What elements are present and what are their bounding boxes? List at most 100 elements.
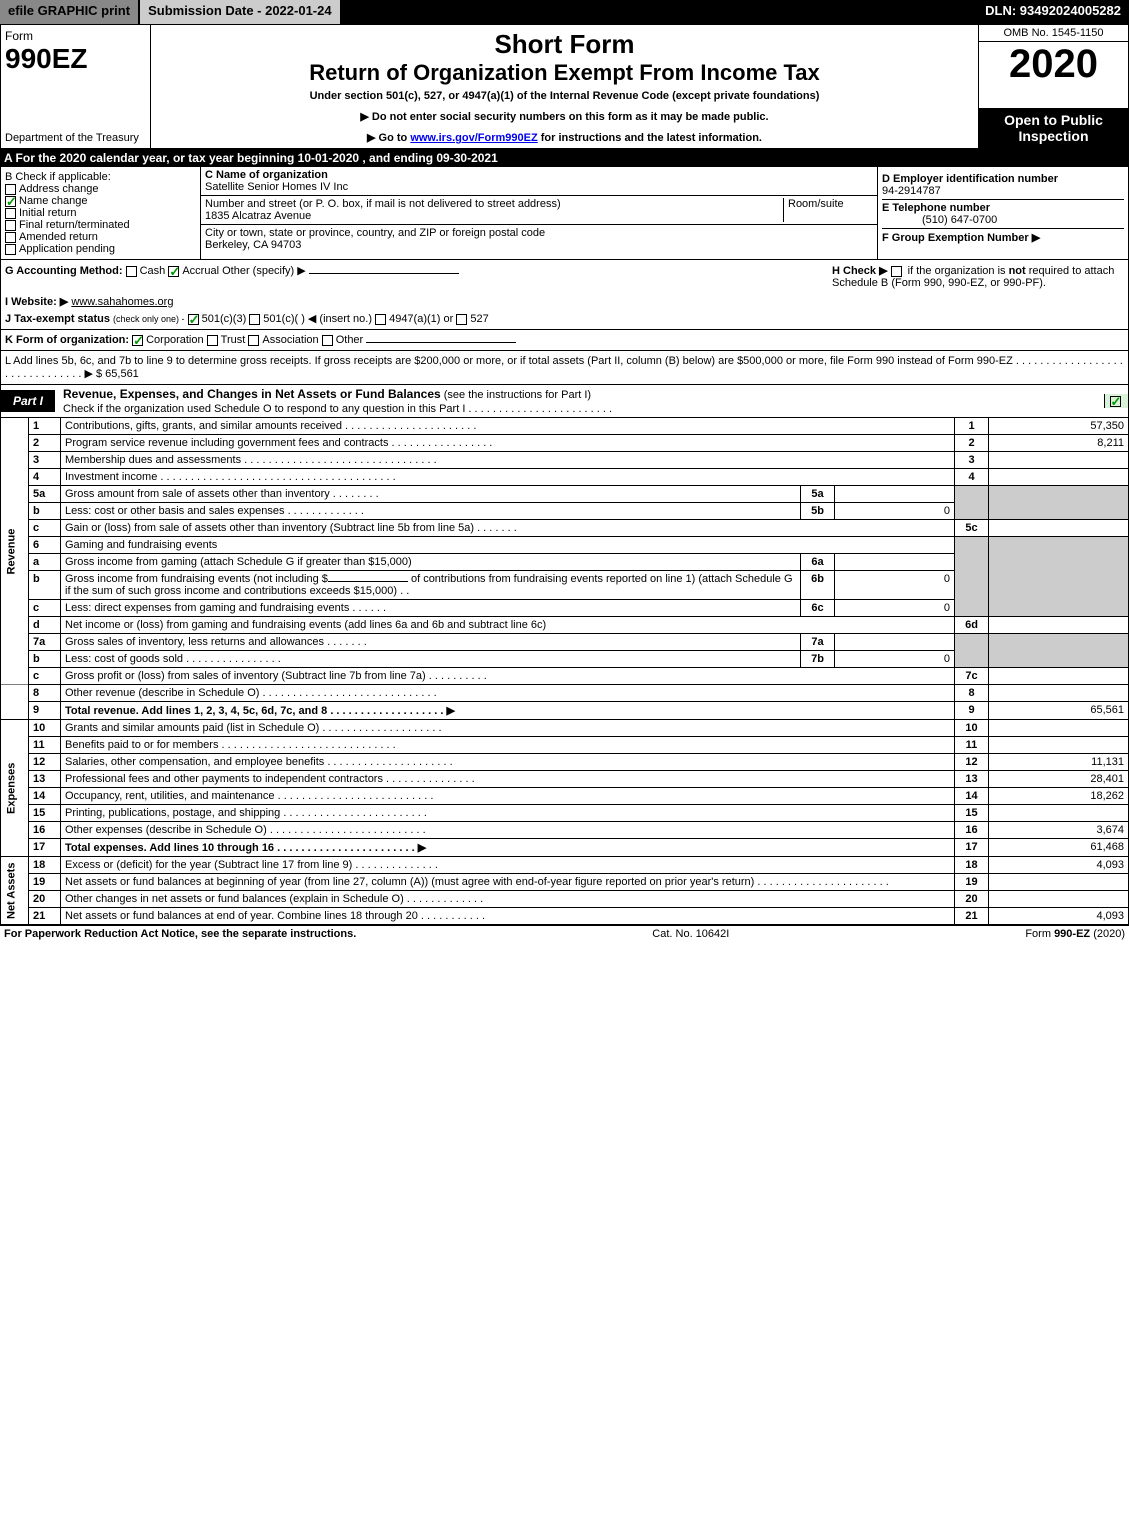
- assoc-check[interactable]: [248, 335, 259, 346]
- cash-check[interactable]: [126, 266, 137, 277]
- line-16-val: 3,674: [989, 822, 1129, 839]
- line-17-val: 61,468: [989, 839, 1129, 857]
- netassets-side-label: Net Assets: [1, 857, 29, 925]
- line-6d-rnum: 6d: [955, 617, 989, 634]
- line-1-rnum: 1: [955, 418, 989, 435]
- trust-check[interactable]: [207, 335, 218, 346]
- 4947-label: 4947(a)(1) or: [389, 313, 453, 325]
- accrual-check[interactable]: [168, 266, 179, 277]
- line-8-num: 8: [29, 685, 61, 702]
- line-11-rnum: 11: [955, 737, 989, 754]
- return-title: Return of Organization Exempt From Incom…: [155, 60, 974, 86]
- other-check[interactable]: [322, 335, 333, 346]
- line-7a-label: Gross sales of inventory, less returns a…: [61, 634, 801, 651]
- line-7c-label: Gross profit or (loss) from sales of inv…: [61, 668, 955, 685]
- line-1-val: 57,350: [989, 418, 1129, 435]
- 527-check[interactable]: [456, 314, 467, 325]
- line-21-val: 4,093: [989, 908, 1129, 925]
- line-20-rnum: 20: [955, 891, 989, 908]
- line-15-num: 15: [29, 805, 61, 822]
- form-header: Form 990EZ Department of the Treasury Sh…: [0, 24, 1129, 149]
- line-7a-subnum: 7a: [801, 634, 835, 651]
- section-l: L Add lines 5b, 6c, and 7b to line 9 to …: [0, 351, 1129, 385]
- 501c-label: 501(c)( ) ◀ (insert no.): [263, 313, 372, 325]
- section-g: G Accounting Method: Cash Accrual Other …: [5, 264, 824, 289]
- grey-5: [955, 486, 989, 520]
- line-2-num: 2: [29, 435, 61, 452]
- section-b-title: B Check if applicable:: [5, 171, 196, 183]
- line-7b-subval: 0: [835, 651, 955, 668]
- j-label: J Tax-exempt status: [5, 313, 110, 325]
- line-12-label: Salaries, other compensation, and employ…: [61, 754, 955, 771]
- c-label: C Name of organization: [205, 169, 328, 181]
- goto-post: for instructions and the latest informat…: [538, 132, 762, 144]
- grey-6v: [989, 537, 1129, 617]
- street-label: Number and street (or P. O. box, if mail…: [205, 198, 783, 210]
- line-6b-label: Gross income from fundraising events (no…: [61, 571, 801, 600]
- omb-number: OMB No. 1545-1150: [979, 25, 1128, 42]
- footer: For Paperwork Reduction Act Notice, see …: [0, 925, 1129, 942]
- 501c3-check[interactable]: [188, 314, 199, 325]
- name-change-check[interactable]: Name change: [5, 195, 196, 207]
- final-return-check[interactable]: Final return/terminated: [5, 219, 196, 231]
- line-21-rnum: 21: [955, 908, 989, 925]
- submission-date: Submission Date - 2022-01-24: [140, 0, 340, 24]
- line-16-label: Other expenses (describe in Schedule O) …: [61, 822, 955, 839]
- line-5b-label: Less: cost or other basis and sales expe…: [61, 503, 801, 520]
- address-change-check[interactable]: Address change: [5, 183, 196, 195]
- k-other-input[interactable]: [366, 342, 516, 343]
- line-12-val: 11,131: [989, 754, 1129, 771]
- line-6a-num: a: [29, 554, 61, 571]
- line-14-val: 18,262: [989, 788, 1129, 805]
- 501c-check[interactable]: [249, 314, 260, 325]
- part1-sub: (see the instructions for Part I): [441, 389, 591, 401]
- line-17-label: Total expenses. Add lines 10 through 16 …: [61, 839, 955, 857]
- line-14-label: Occupancy, rent, utilities, and maintena…: [61, 788, 955, 805]
- application-pending-check[interactable]: Application pending: [5, 243, 196, 255]
- line-7c-rnum: 7c: [955, 668, 989, 685]
- other-specify-input[interactable]: [309, 273, 459, 274]
- line-6a-label: Gross income from gaming (attach Schedul…: [61, 554, 801, 571]
- amended-return-check[interactable]: Amended return: [5, 231, 196, 243]
- line-4-num: 4: [29, 469, 61, 486]
- section-i: I Website: ▶ www.sahahomes.org: [5, 295, 1124, 308]
- 4947-check[interactable]: [375, 314, 386, 325]
- line-21-num: 21: [29, 908, 61, 925]
- grey-7: [955, 634, 989, 668]
- line-6b-num: b: [29, 571, 61, 600]
- header-right: OMB No. 1545-1150 2020 Open to Public In…: [978, 25, 1128, 148]
- ssn-note: ▶ Do not enter social security numbers o…: [155, 110, 974, 123]
- line-19-num: 19: [29, 874, 61, 891]
- line-2-val: 8,211: [989, 435, 1129, 452]
- group-exemption-label: F Group Exemption Number ▶: [882, 232, 1040, 244]
- line-6a-subnum: 6a: [801, 554, 835, 571]
- line-19-rnum: 19: [955, 874, 989, 891]
- line-15-label: Printing, publications, postage, and shi…: [61, 805, 955, 822]
- efile-print-button[interactable]: efile GRAPHIC print: [0, 0, 140, 24]
- line-13-rnum: 13: [955, 771, 989, 788]
- h-check[interactable]: [891, 266, 902, 277]
- line-5c-num: c: [29, 520, 61, 537]
- line-5c-label: Gain or (loss) from sale of assets other…: [61, 520, 955, 537]
- 6b-amount-input[interactable]: [328, 581, 408, 582]
- line-6a-subval: [835, 554, 955, 571]
- line-9-rnum: 9: [955, 702, 989, 720]
- initial-return-check[interactable]: Initial return: [5, 207, 196, 219]
- ein-value: 94-2914787: [882, 185, 941, 197]
- corp-check[interactable]: [132, 335, 143, 346]
- line-15-rnum: 15: [955, 805, 989, 822]
- line-20-num: 20: [29, 891, 61, 908]
- part1-checkbox[interactable]: [1104, 394, 1128, 408]
- line-6d-label: Net income or (loss) from gaming and fun…: [61, 617, 955, 634]
- line-13-num: 13: [29, 771, 61, 788]
- g-label: G Accounting Method:: [5, 265, 123, 277]
- street-row: Number and street (or P. O. box, if mail…: [201, 196, 877, 225]
- line-20-label: Other changes in net assets or fund bala…: [61, 891, 955, 908]
- 527-label: 527: [470, 313, 488, 325]
- footer-right: Form 990-EZ (2020): [1025, 928, 1125, 940]
- line-14-rnum: 14: [955, 788, 989, 805]
- irs-link[interactable]: www.irs.gov/Form990EZ: [410, 132, 537, 144]
- line-16-rnum: 16: [955, 822, 989, 839]
- line-11-num: 11: [29, 737, 61, 754]
- line-9-label: Total revenue. Add lines 1, 2, 3, 4, 5c,…: [61, 702, 955, 720]
